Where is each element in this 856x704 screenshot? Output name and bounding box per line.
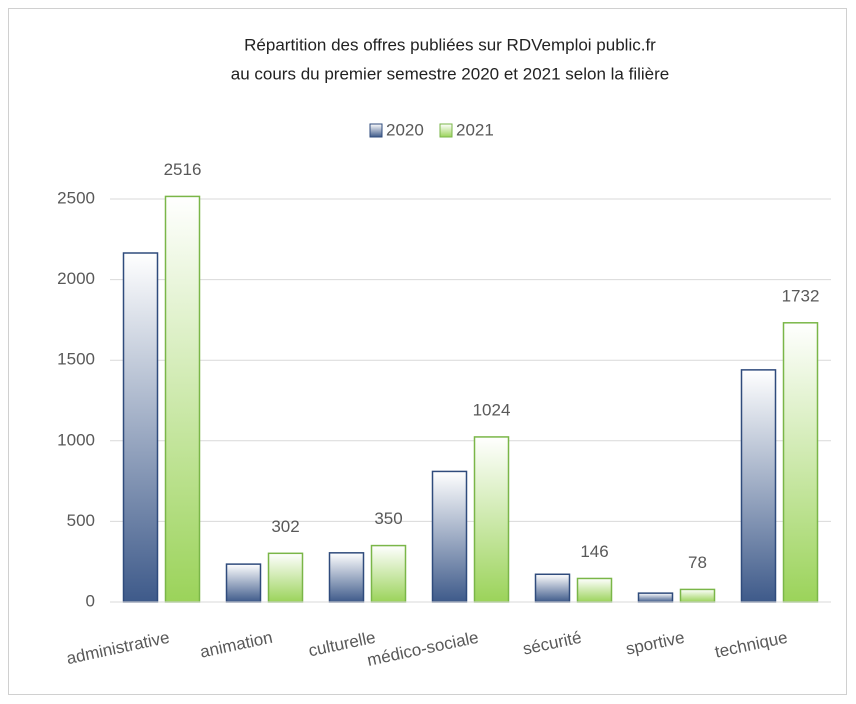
y-tick-label: 500 xyxy=(67,511,95,530)
data-label: 350 xyxy=(374,509,402,528)
bar xyxy=(576,577,613,603)
data-label: 1732 xyxy=(782,286,820,305)
data-label: 146 xyxy=(580,542,608,561)
legend-swatch xyxy=(369,123,383,138)
bar xyxy=(122,252,159,603)
bar xyxy=(225,563,262,603)
data-label: 302 xyxy=(271,517,299,536)
bar xyxy=(637,592,674,603)
bar xyxy=(431,470,468,603)
bar xyxy=(782,322,819,603)
bar xyxy=(679,588,716,603)
bar xyxy=(740,369,777,603)
bar xyxy=(267,552,304,603)
bar xyxy=(534,573,571,603)
chart-title: au cours du premier semestre 2020 et 202… xyxy=(231,64,669,83)
y-tick-label: 1000 xyxy=(57,430,95,449)
data-label: 1024 xyxy=(473,400,511,419)
y-tick-label: 0 xyxy=(86,591,95,610)
bar xyxy=(370,544,407,603)
data-label: 2516 xyxy=(164,160,202,179)
bar xyxy=(164,195,201,603)
data-label: 78 xyxy=(688,553,707,572)
legend-label: 2021 xyxy=(456,120,494,139)
bar xyxy=(328,552,365,603)
y-tick-label: 1500 xyxy=(57,350,95,369)
bar xyxy=(473,436,510,603)
legend-swatch xyxy=(439,123,453,138)
y-tick-label: 2500 xyxy=(57,188,95,207)
y-tick-label: 2000 xyxy=(57,269,95,288)
chart-title: Répartition des offres publiées sur RDVe… xyxy=(244,35,656,54)
legend-label: 2020 xyxy=(386,120,424,139)
